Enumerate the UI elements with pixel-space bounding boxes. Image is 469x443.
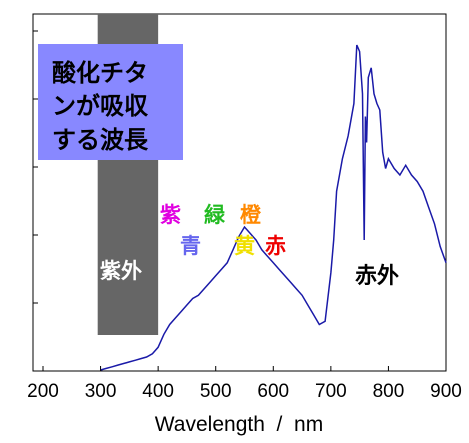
x-tick-label: 400	[142, 381, 174, 402]
x-tick-label: 200	[27, 381, 59, 402]
y-axis-ticks	[33, 30, 38, 304]
x-axis-ticks: 200 300 400 500 600 700 800 900	[27, 366, 462, 402]
annotation-green: 緑	[204, 203, 226, 227]
callout-line-2: ンが吸収	[52, 92, 149, 120]
plot-frame	[32, 13, 447, 372]
x-tick-label: 300	[85, 381, 117, 402]
annotation-blue: 青	[180, 234, 201, 258]
annotation-red: 赤	[265, 234, 286, 258]
x-tick-label: 800	[373, 381, 405, 402]
x-axis-title: Wavelength / nm	[155, 413, 323, 436]
callout-line-3: する波長	[52, 126, 149, 154]
x-tick-label: 500	[200, 381, 232, 402]
x-tick-label: 700	[315, 381, 347, 402]
annotation-violet: 紫	[160, 203, 181, 227]
uv-label: 紫外	[100, 259, 142, 283]
annotation-orange: 橙	[240, 203, 262, 227]
callout-line-1: 酸化チタ	[52, 59, 148, 87]
absorption-callout-box	[38, 44, 183, 160]
annotation-yellow: 黄	[234, 234, 255, 258]
annotation-infrared: 赤外	[355, 263, 399, 289]
spectrum-line	[100, 44, 447, 371]
x-tick-label: 600	[257, 381, 289, 402]
x-tick-label: 900	[430, 381, 462, 402]
